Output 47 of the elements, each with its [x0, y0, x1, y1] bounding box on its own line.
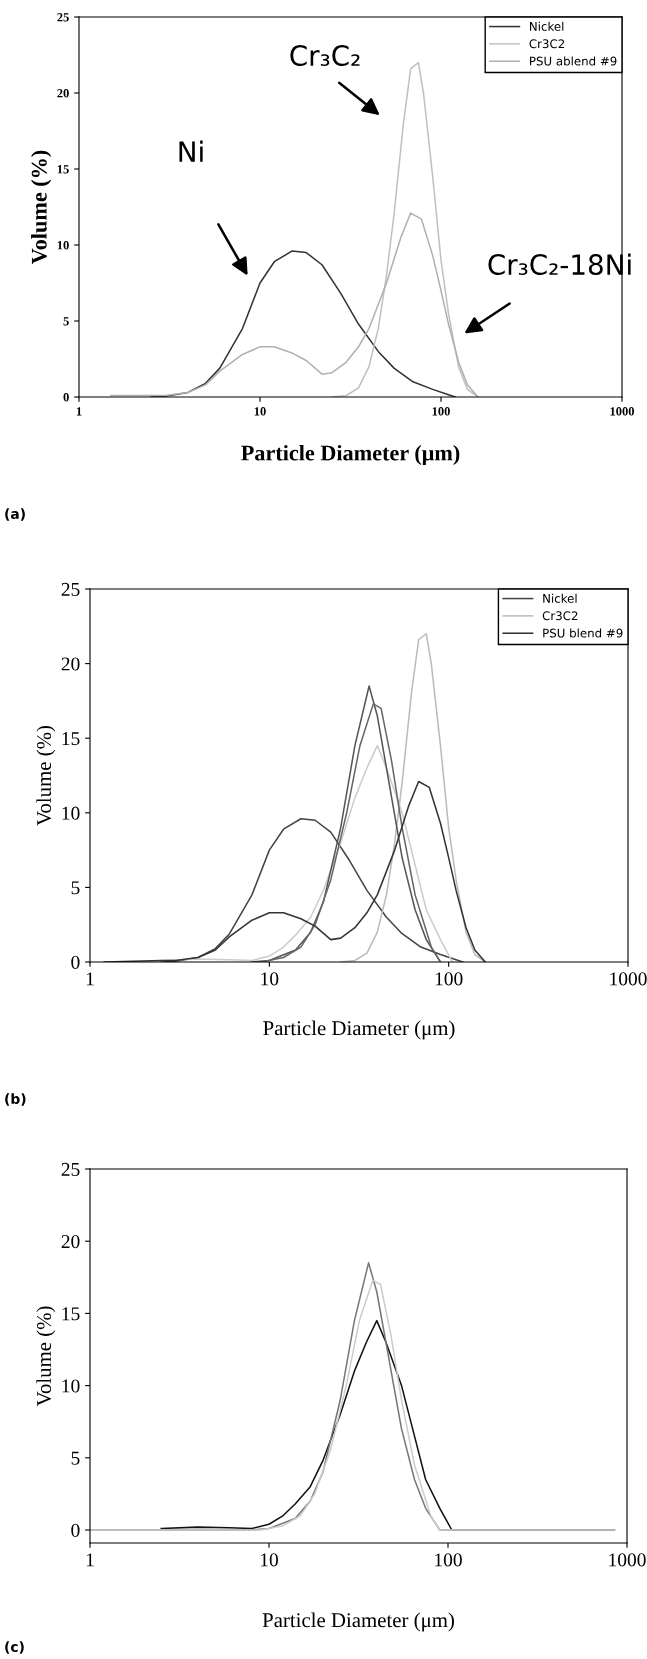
- y-axis-title: Volume (%): [31, 150, 52, 265]
- y-tick-label: 25: [61, 582, 80, 596]
- y-tick-label: 20: [61, 1235, 80, 1249]
- x-tick-label: 100: [435, 972, 463, 986]
- y-tick-label: 10: [62, 1379, 80, 1393]
- legend-label: Nickel: [543, 593, 577, 603]
- x-tick-label: 1000: [610, 407, 635, 416]
- text: (a): [5, 508, 25, 521]
- legend-label: Cr3C2: [542, 611, 578, 621]
- y-axis-title: Volume (%): [36, 1306, 56, 1407]
- y-tick-label: 0: [63, 393, 69, 402]
- y-tick-label: 10: [57, 241, 69, 250]
- x-tick-label: 10: [261, 972, 279, 986]
- y-tick-label: 0: [71, 955, 80, 969]
- annotation: Ni: [179, 140, 203, 162]
- y-axis-title: Volume (%): [36, 725, 56, 826]
- y-tick-label: 5: [71, 1451, 80, 1465]
- legend-label: PSU ablend #9: [530, 56, 617, 66]
- x-tick-label: 1: [86, 1553, 94, 1567]
- x-tick-label: 100: [432, 407, 450, 416]
- x-tick-label: 1: [86, 972, 94, 986]
- text: (b): [5, 1093, 26, 1106]
- annotation: Cr₃C₂: [290, 45, 360, 67]
- x-tick-label: 10: [254, 407, 266, 416]
- x-tick-label: 10: [260, 1553, 278, 1567]
- x-axis-title: Particle Diameter (μm): [262, 1612, 454, 1632]
- x-tick-label: 1000: [609, 1553, 646, 1567]
- y-tick-label: 5: [63, 317, 69, 326]
- legend-label: Nickel: [530, 21, 564, 31]
- x-axis-title: Particle Diameter (μm): [263, 1020, 455, 1040]
- y-tick-label: 15: [57, 165, 69, 174]
- x-tick-label: 100: [435, 1553, 462, 1567]
- x-tick-label: 1000: [610, 972, 647, 986]
- y-tick-label: 15: [62, 1307, 80, 1321]
- x-tick-label: 1: [76, 407, 82, 416]
- text: (c): [5, 1641, 24, 1654]
- x-axis-title: Particle Diameter (μm): [241, 444, 460, 466]
- legend-label: Cr3C2: [529, 39, 565, 49]
- y-tick-label: 10: [62, 806, 80, 820]
- y-tick-label: 20: [61, 657, 80, 671]
- legend-label: PSU blend #9: [543, 628, 623, 638]
- y-tick-label: 25: [61, 1162, 80, 1176]
- y-tick-label: 15: [62, 732, 80, 746]
- y-tick-label: 25: [57, 13, 69, 22]
- y-tick-label: 5: [71, 881, 80, 895]
- y-tick-label: 0: [71, 1523, 80, 1537]
- y-tick-label: 20: [57, 89, 69, 98]
